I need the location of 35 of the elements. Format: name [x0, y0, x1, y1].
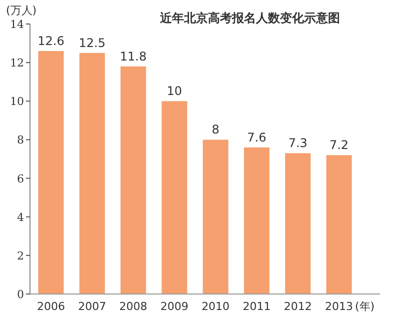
y-tick-label: 10	[10, 95, 24, 108]
data-label: 10	[166, 84, 182, 98]
y-tick-label: 8	[17, 134, 24, 147]
data-label: 12.6	[38, 34, 64, 48]
data-label: 8	[212, 122, 220, 137]
data-label: 11.8	[120, 49, 147, 64]
y-tick-label: 2	[17, 249, 24, 262]
x-tick-label: 2011	[242, 300, 271, 313]
x-tick-label: 2006	[36, 300, 65, 313]
y-tick-label: 4	[17, 210, 24, 224]
bar	[120, 66, 146, 294]
bar	[285, 153, 311, 294]
y-tick-label: 6	[17, 172, 24, 186]
bar	[38, 51, 64, 294]
y-axis-title: (万人)	[6, 4, 37, 17]
data-label: 12.5	[78, 36, 106, 50]
x-tick-label: 2008	[119, 300, 148, 313]
bar	[202, 140, 228, 294]
x-tick-label: 2012	[284, 300, 312, 313]
y-tick-label: 0	[17, 288, 24, 301]
y-tick-label: 12	[10, 56, 24, 70]
y-tick-label: 14	[10, 18, 24, 31]
bar	[79, 52, 105, 294]
x-tick-label: 2009	[160, 300, 188, 313]
bar	[244, 147, 270, 294]
x-tick-label: 2010	[202, 300, 230, 313]
x-tick-label: 2013	[325, 300, 354, 313]
chart-title: 近年北京高考报名人数变化示意图	[159, 11, 340, 25]
x-tick-label: 2007	[78, 300, 106, 313]
bar	[326, 155, 352, 294]
data-label: 7.2	[329, 138, 349, 152]
data-label: 7.6	[247, 130, 266, 144]
x-axis-title: (年)	[355, 300, 375, 313]
data-label: 7.3	[288, 136, 308, 150]
bar	[162, 101, 188, 294]
